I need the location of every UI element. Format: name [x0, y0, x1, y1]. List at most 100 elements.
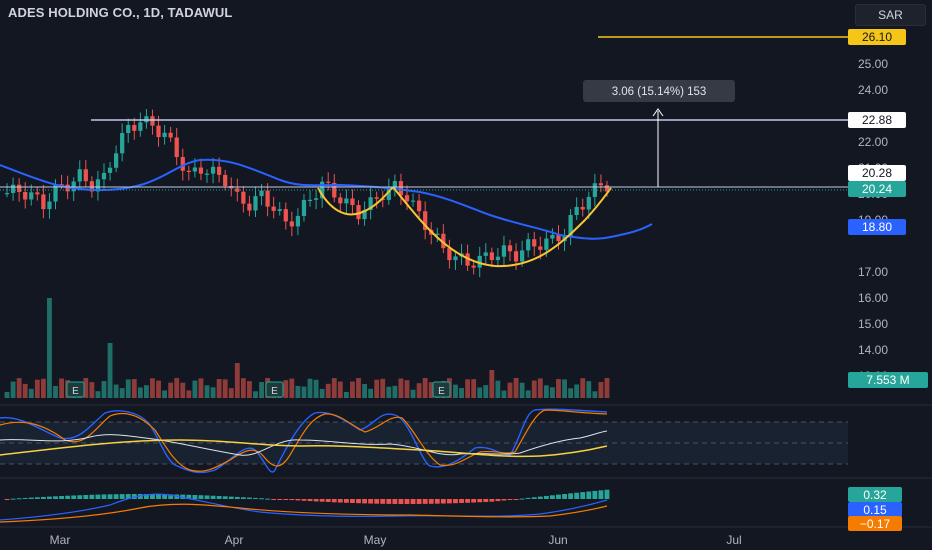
symbol-title[interactable]: ADES HOLDING CO., 1D, TADAWUL	[8, 5, 233, 20]
earnings-badge[interactable]: E	[432, 381, 451, 398]
macd-histogram-value-label[interactable]: 0.32	[848, 487, 902, 502]
macd-histogram-bar	[368, 499, 374, 504]
macd-histogram-bar	[168, 494, 174, 499]
volume-value-label[interactable]: 7.553 M	[848, 372, 928, 388]
macd-histogram-bar	[501, 499, 507, 501]
time-tick: Jul	[726, 533, 741, 547]
volume-bar	[107, 343, 113, 398]
oscillator-pane[interactable]	[0, 408, 848, 474]
target-price-label[interactable]: 26.10	[848, 29, 906, 45]
candle-body	[174, 137, 179, 158]
volume-bar	[368, 388, 374, 398]
candle-body	[580, 206, 585, 210]
candle-body	[10, 184, 16, 194]
macd-histogram-bar	[453, 499, 458, 504]
candle-body	[556, 234, 561, 242]
volume-bar	[4, 392, 10, 398]
candle-body	[17, 184, 22, 192]
candle-body	[283, 209, 288, 222]
volume-bar	[34, 379, 40, 398]
candle-body	[126, 124, 131, 134]
volume-bar	[40, 378, 46, 398]
prev-close-price-label[interactable]: 20.28	[848, 165, 906, 181]
macd-histogram-bar	[519, 498, 525, 500]
volume-bar	[319, 388, 325, 398]
volume-bar	[428, 382, 434, 398]
volume-bar	[174, 378, 180, 398]
macd-histogram-bar	[319, 499, 325, 502]
candle-body	[301, 200, 307, 216]
macd-histogram-bar	[28, 497, 34, 499]
last-price-label[interactable]: 20.24	[848, 181, 906, 197]
macd-histogram-bar	[471, 499, 477, 503]
macd-histogram-bar	[598, 490, 604, 499]
svg-text:26.10: 26.10	[862, 30, 892, 44]
macd-histogram-bar	[392, 499, 398, 504]
earnings-badge[interactable]: E	[66, 381, 85, 398]
volume-bar	[598, 382, 604, 398]
macd-histogram-bar	[416, 499, 422, 504]
macd-histogram-bar	[107, 494, 113, 499]
macd-histogram-bar	[192, 494, 198, 499]
volume-bar	[180, 382, 186, 398]
candle-body	[538, 246, 543, 250]
candle-body	[71, 181, 76, 192]
time-tick: Jun	[548, 533, 567, 547]
macd-histogram-bar	[465, 499, 471, 503]
macd-histogram-bar	[40, 496, 46, 499]
volume-bar	[204, 385, 210, 398]
volume-bar	[247, 381, 252, 398]
volume-bar	[259, 382, 264, 398]
candle-body	[113, 153, 119, 168]
volume-bar	[580, 378, 586, 398]
macd-signal-value-label[interactable]: −0.17	[848, 516, 902, 531]
macd-histogram-bar	[247, 497, 252, 499]
volume-bar	[519, 382, 525, 398]
macd-histogram-bar	[362, 499, 367, 504]
measure-tooltip-text: 3.06 (15.14%) 153	[612, 86, 707, 98]
macd-value-label[interactable]: 0.15	[848, 502, 902, 517]
candle-body	[289, 221, 294, 227]
svg-text:E: E	[72, 386, 79, 397]
volume-bar	[459, 388, 464, 398]
candle-body	[332, 182, 337, 198]
volume-bar	[471, 379, 477, 398]
macd-histogram-bar	[222, 496, 228, 499]
candle-body	[550, 234, 555, 239]
candle-body	[368, 197, 373, 210]
svg-text:22.88: 22.88	[862, 113, 892, 127]
candle-body	[162, 132, 167, 138]
volume-bar	[331, 378, 337, 398]
candle-body	[95, 179, 101, 192]
price-axis-panel[interactable]	[848, 0, 932, 550]
volume-bar	[592, 391, 598, 398]
macd-histogram-bar	[374, 499, 380, 504]
candle-body	[47, 201, 52, 210]
macd-histogram-bar	[331, 499, 337, 503]
svg-text:0.15: 0.15	[863, 503, 887, 517]
currency-button[interactable]: SAR	[855, 4, 926, 26]
earnings-badge[interactable]: E	[265, 381, 284, 398]
volume-bar	[489, 370, 495, 398]
volume-bar	[234, 363, 240, 398]
resistance-price-label[interactable]: 22.88	[848, 112, 906, 128]
macd-histogram-bar	[459, 499, 464, 503]
volume-bar	[531, 380, 537, 398]
candle-body	[489, 252, 494, 261]
macd-histogram-bar	[422, 499, 428, 504]
time-axis[interactable]: Mar Apr May Jun Jul	[50, 533, 742, 547]
volume-bar	[216, 379, 222, 398]
candle-body	[453, 256, 458, 261]
candle-body	[410, 200, 416, 202]
macd-histogram-bar	[386, 499, 392, 504]
ma-price-label[interactable]: 18.80	[848, 219, 906, 235]
candle-body	[586, 196, 591, 210]
candle-body	[386, 188, 391, 200]
volume-bar	[186, 390, 192, 398]
candle-body	[223, 174, 228, 187]
volume-bar	[501, 390, 507, 398]
volume-bar	[143, 385, 149, 398]
volume-bar	[150, 378, 155, 398]
time-tick: Mar	[50, 533, 71, 547]
